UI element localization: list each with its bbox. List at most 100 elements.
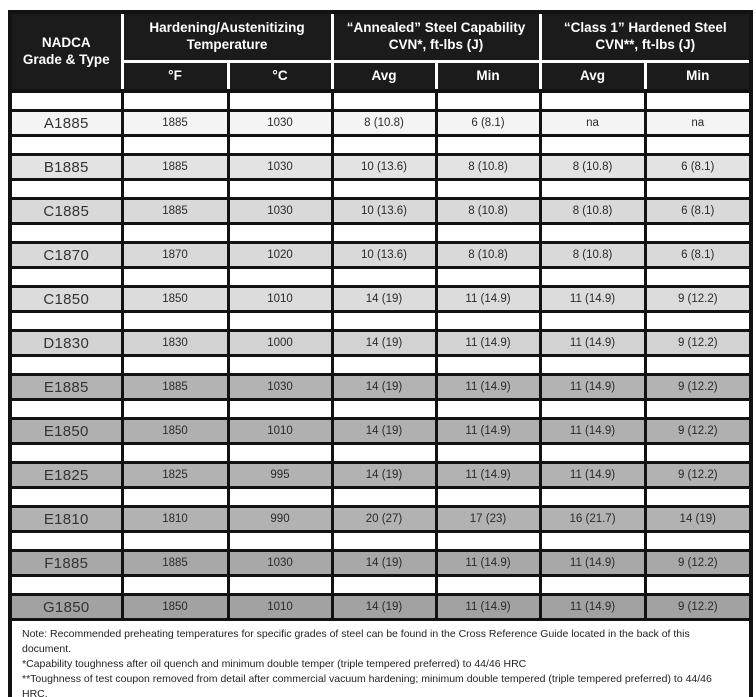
cell-grade: E1850 bbox=[8, 417, 124, 445]
cell-annealed-avg: 14 (19) bbox=[330, 461, 438, 489]
cell-class1-min: na bbox=[643, 109, 753, 137]
spacer-cell bbox=[538, 574, 647, 596]
spacer-cell bbox=[538, 222, 647, 244]
spacer-cell bbox=[643, 574, 753, 596]
spacer-cell bbox=[538, 310, 647, 332]
subheader-f: °F bbox=[120, 60, 230, 93]
header-sub-row: °F °C Avg Min Avg Min bbox=[10, 60, 753, 93]
spacer-cell bbox=[120, 442, 230, 464]
spacer-cell bbox=[643, 178, 753, 200]
cell-grade: E1885 bbox=[8, 373, 124, 401]
spacer-cell bbox=[226, 178, 334, 200]
spacer-cell bbox=[643, 134, 753, 156]
cell-class1-avg: 8 (10.8) bbox=[538, 241, 647, 269]
toughness-table: NADCA Grade & Type Hardening/Austenitizi… bbox=[8, 10, 754, 697]
cell-annealed-min: 17 (23) bbox=[434, 505, 542, 533]
spacer-cell bbox=[120, 134, 230, 156]
cell-temp-c: 1000 bbox=[226, 329, 334, 357]
table-footer: Note: Recommended preheating temperature… bbox=[8, 617, 753, 697]
spacer-cell bbox=[120, 354, 230, 376]
spacer-cell bbox=[226, 134, 334, 156]
spacer-cell bbox=[434, 266, 542, 288]
cell-temp-f: 1830 bbox=[120, 329, 230, 357]
cell-annealed-avg: 14 (19) bbox=[330, 285, 438, 313]
spacer-row bbox=[8, 398, 753, 420]
cell-temp-c: 995 bbox=[226, 461, 334, 489]
spacer-cell bbox=[120, 398, 230, 420]
header-temperature-group: Hardening/Austenitizing Temperature bbox=[120, 10, 334, 63]
spacer-cell bbox=[330, 178, 438, 200]
table-body: A1885 1885 1030 8 (10.8) 6 (8.1) na na B1885 188… bbox=[8, 89, 753, 621]
spacer-cell bbox=[8, 310, 124, 332]
spacer-cell bbox=[120, 89, 230, 112]
cell-annealed-min: 6 (8.1) bbox=[434, 109, 542, 137]
cell-annealed-avg: 14 (19) bbox=[330, 593, 438, 621]
note-capability: *Capability toughness after oil quench a… bbox=[22, 657, 527, 670]
table-row: E1885 1885 1030 14 (19) 11 (14.9) 11 (14.9) 9 … bbox=[8, 373, 753, 401]
spacer-cell bbox=[538, 178, 647, 200]
spacer-cell bbox=[434, 222, 542, 244]
cell-temp-f: 1885 bbox=[120, 197, 230, 225]
spacer-cell bbox=[434, 89, 542, 112]
cell-class1-min: 9 (12.2) bbox=[643, 461, 753, 489]
subheader-class1-min: Min bbox=[643, 60, 753, 93]
cell-annealed-avg: 8 (10.8) bbox=[330, 109, 438, 137]
spacer-cell bbox=[643, 266, 753, 288]
cell-grade: E1810 bbox=[8, 505, 124, 533]
spacer-cell bbox=[330, 266, 438, 288]
cell-class1-avg: 11 (14.9) bbox=[538, 373, 647, 401]
spacer-row bbox=[8, 266, 753, 288]
spacer-cell bbox=[120, 574, 230, 596]
spacer-row bbox=[8, 222, 753, 244]
spacer-cell bbox=[226, 222, 334, 244]
spacer-cell bbox=[120, 266, 230, 288]
spacer-cell bbox=[226, 266, 334, 288]
note-toughness: **Toughness of test coupon removed from … bbox=[22, 672, 712, 697]
cell-temp-f: 1850 bbox=[120, 593, 230, 621]
cell-class1-avg: 11 (14.9) bbox=[538, 329, 647, 357]
cell-class1-min: 9 (12.2) bbox=[643, 285, 753, 313]
cell-temp-f: 1885 bbox=[120, 153, 230, 181]
cell-annealed-avg: 14 (19) bbox=[330, 417, 438, 445]
spacer-cell bbox=[538, 486, 647, 508]
cell-grade: E1825 bbox=[8, 461, 124, 489]
spacer-cell bbox=[330, 530, 438, 552]
spacer-cell bbox=[8, 354, 124, 376]
cell-grade: D1830 bbox=[8, 329, 124, 357]
spacer-cell bbox=[226, 486, 334, 508]
spacer-cell bbox=[330, 442, 438, 464]
spacer-cell bbox=[8, 574, 124, 596]
spacer-cell bbox=[434, 442, 542, 464]
header-temp-line1: Hardening/Austenitizing bbox=[149, 20, 305, 36]
spacer-cell bbox=[434, 178, 542, 200]
spacer-cell bbox=[330, 310, 438, 332]
cell-class1-min: 6 (8.1) bbox=[643, 241, 753, 269]
spacer-row bbox=[8, 354, 753, 376]
cell-temp-c: 1030 bbox=[226, 549, 334, 577]
cell-annealed-avg: 10 (13.6) bbox=[330, 241, 438, 269]
header-group-row: NADCA Grade & Type Hardening/Austenitizi… bbox=[8, 10, 753, 93]
spacer-cell bbox=[226, 310, 334, 332]
cell-annealed-avg: 20 (27) bbox=[330, 505, 438, 533]
spacer-cell bbox=[538, 266, 647, 288]
spacer-cell bbox=[8, 89, 124, 112]
spacer-cell bbox=[434, 134, 542, 156]
header-annealed-line2: CVN*, ft-lbs (J) bbox=[388, 37, 484, 52]
note-preheating: Note: Recommended preheating temperature… bbox=[22, 628, 690, 655]
spacer-cell bbox=[8, 134, 124, 156]
cell-temp-f: 1885 bbox=[120, 373, 230, 401]
table-header: NADCA Grade & Type Hardening/Austenitizi… bbox=[8, 10, 753, 93]
cell-annealed-avg: 10 (13.6) bbox=[330, 153, 438, 181]
table-row: G1850 1850 1010 14 (19) 11 (14.9) 11 (14.9) 9 … bbox=[8, 593, 753, 621]
cell-class1-avg: 11 (14.9) bbox=[538, 285, 647, 313]
header-class1-line1: “Class 1” Hardened Steel bbox=[563, 20, 727, 36]
table-row: E1825 1825 995 14 (19) 11 (14.9) 11 (14.9) 9 (… bbox=[8, 461, 753, 489]
spacer-cell bbox=[643, 89, 753, 112]
spacer-row bbox=[8, 134, 753, 156]
spacer-cell bbox=[226, 574, 334, 596]
header-annealed-group: “Annealed” Steel Capability CVN*, ft-lbs… bbox=[330, 10, 542, 63]
notes-cell: Note: Recommended preheating temperature… bbox=[8, 617, 753, 697]
cell-class1-min: 9 (12.2) bbox=[643, 417, 753, 445]
spacer-cell bbox=[434, 398, 542, 420]
